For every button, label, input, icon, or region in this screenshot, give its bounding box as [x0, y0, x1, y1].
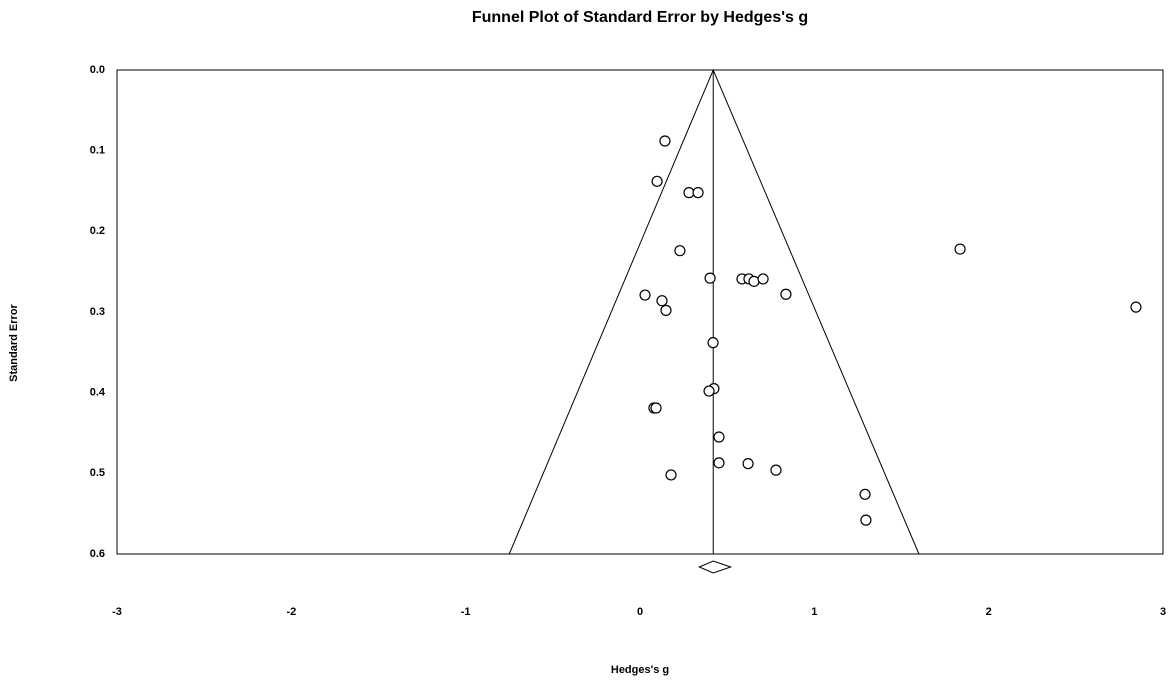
- x-tick-label: -1: [461, 606, 471, 618]
- study-point: [692, 187, 704, 199]
- study-point: [713, 457, 725, 469]
- study-point: [703, 385, 715, 397]
- x-tick-label: 2: [986, 606, 992, 618]
- summary-diamond: [698, 560, 733, 574]
- study-point: [674, 245, 686, 257]
- study-point: [651, 175, 663, 187]
- study-point: [780, 288, 792, 300]
- y-tick-label: 0.2: [90, 225, 105, 237]
- study-point: [660, 304, 672, 316]
- study-point: [860, 514, 872, 526]
- study-point: [770, 464, 782, 476]
- y-tick-label: 0.0: [90, 64, 105, 76]
- x-tick-label: 3: [1160, 606, 1166, 618]
- study-point: [707, 337, 719, 349]
- x-tick-label: 1: [811, 606, 817, 618]
- x-tick-label: 0: [637, 606, 643, 618]
- study-point: [650, 402, 662, 414]
- study-point: [656, 295, 668, 307]
- study-point: [713, 431, 725, 443]
- study-point: [639, 289, 651, 301]
- study-point: [1130, 301, 1142, 313]
- study-point: [659, 135, 671, 147]
- y-tick-label: 0.5: [90, 467, 105, 479]
- x-axis-label: Hedges's g: [611, 664, 669, 676]
- y-axis-label: Standard Error: [8, 303, 20, 381]
- y-tick-label: 0.4: [90, 387, 106, 399]
- y-tick-label: 0.6: [90, 548, 105, 560]
- study-point: [757, 273, 769, 285]
- y-tick-label: 0.3: [90, 306, 105, 318]
- study-point: [859, 488, 871, 500]
- x-tick-label: -3: [112, 606, 122, 618]
- y-tick-label: 0.1: [90, 145, 105, 157]
- study-point: [954, 243, 966, 255]
- study-point: [748, 275, 760, 287]
- plot-frame: [116, 69, 1164, 555]
- study-point: [742, 458, 754, 470]
- study-point: [665, 469, 677, 481]
- x-tick-label: -2: [286, 606, 296, 618]
- chart-title: Funnel Plot of Standard Error by Hedges'…: [472, 9, 808, 26]
- study-point: [704, 272, 716, 284]
